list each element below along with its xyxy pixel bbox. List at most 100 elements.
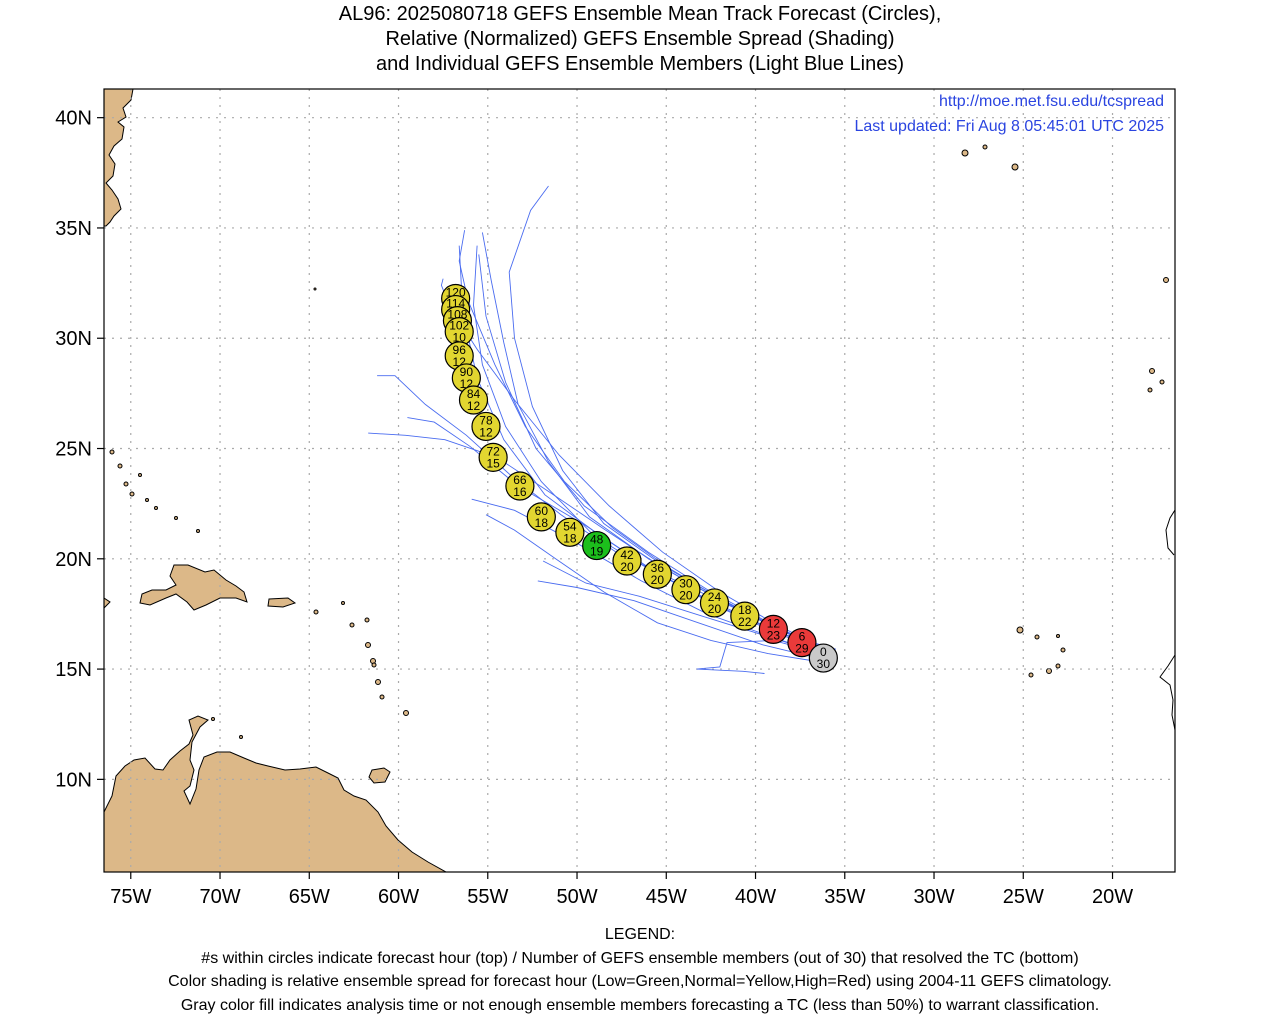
member-count: 20 [679,589,693,603]
member-count: 23 [767,628,781,642]
member-count: 20 [708,602,722,616]
legend-line-2: Color shading is relative ensemble sprea… [168,973,1112,990]
title-line-1: AL96: 2025080718 GEFS Ensemble Mean Trac… [338,3,942,25]
member-count: 12 [467,399,481,413]
member-count: 16 [513,485,527,499]
y-tick-label: 20N [55,549,92,571]
legend-line-1: #s within circles indicate forecast hour… [201,949,1079,967]
forecast-hour: 48 [590,533,604,547]
lat-lon-grid [104,89,1175,872]
track-circle [505,471,535,501]
legend-heading: LEGEND: [604,926,676,943]
y-axis-ticks: 10N 15N 20N 25N 30N 35N 40N [55,108,104,791]
member-count: 29 [795,642,809,656]
y-tick-label: 25N [55,439,92,461]
land-south-america [104,715,448,872]
track-circle [758,614,788,644]
land-cuba [104,597,111,609]
member-track [478,254,831,657]
member-count: 15 [486,456,500,470]
x-tick-label: 75W [110,886,151,908]
track-circle [699,588,730,618]
forecast-hour: 6 [799,630,806,644]
x-tick-label: 55W [467,886,508,908]
forecast-hour: 96 [453,343,467,357]
land-trinidad [368,767,391,784]
forecast-hour: 24 [708,590,722,604]
land-puerto-rico [267,597,297,608]
x-tick-label: 50W [556,886,597,908]
member-count: 18 [563,531,577,545]
title-line-3: and Individual GEFS Ensemble Members (Li… [375,53,905,75]
track-circle [582,530,612,561]
forecast-hour: 54 [563,519,577,533]
title-line-2: Relative (Normalized) GEFS Ensemble Spre… [385,28,895,50]
x-tick-label: 35W [824,886,865,908]
member-track [537,580,828,661]
member-track [473,245,837,650]
member-count: 20 [620,560,634,574]
x-tick-label: 70W [199,886,240,908]
member-count: 10 [453,331,467,345]
member-count: 19 [590,545,604,559]
x-tick-label: 60W [378,886,419,908]
land-africa-coast [1159,509,1175,731]
forecast-hour: 60 [535,504,549,518]
track-circle [478,442,508,472]
legend: LEGEND: #s within circles indicate forec… [0,923,1280,1017]
forecast-hour: 0 [820,645,827,659]
forecast-hour: 84 [467,387,481,401]
x-tick-label: 30W [913,886,954,908]
land-us-east-coast [104,89,134,227]
member-track [508,185,835,655]
land-hispaniola [139,564,248,611]
x-tick-label: 65W [289,886,330,908]
member-track [458,245,829,655]
track-map: 1201011410108101021096129012841278127215… [55,88,1176,908]
small-islands [109,144,1169,739]
forecast-hour: 72 [486,444,500,458]
mean-track-circles: 1201011410108101021096129012841278127215… [441,283,838,673]
y-tick-label: 10N [55,769,92,791]
ensemble-member-tracks [368,185,837,674]
member-count: 30 [817,657,831,671]
x-tick-label: 20W [1092,886,1133,908]
member-track [485,514,824,663]
chart-title: AL96: 2025080718 GEFS Ensemble Mean Trac… [0,2,1280,77]
mean-track-point: 030 [808,643,838,673]
forecast-hour: 102 [449,319,469,333]
x-tick-label: 25W [1003,886,1044,908]
member-count: 18 [535,516,549,530]
legend-line-3: Gray color fill indicates analysis time … [180,996,1100,1014]
track-circle [787,628,817,658]
forecast-hour: 12 [767,616,781,630]
forecast-hour: 90 [460,365,474,379]
track-circle [808,643,838,673]
last-updated: Last updated: Fri Aug 8 05:45:01 UTC 202… [854,118,1164,135]
x-tick-label: 40W [735,886,776,908]
track-circle [526,502,556,532]
track-circle [458,385,489,415]
track-circle [471,411,501,442]
y-tick-label: 15N [55,659,92,681]
mean-track-point: 629 [787,628,817,658]
plot-frame [103,88,1176,873]
credit-url[interactable]: http://moe.met.fsu.edu/tcspread [938,93,1164,110]
y-tick-label: 40N [55,108,92,130]
forecast-hour: 36 [651,561,665,575]
